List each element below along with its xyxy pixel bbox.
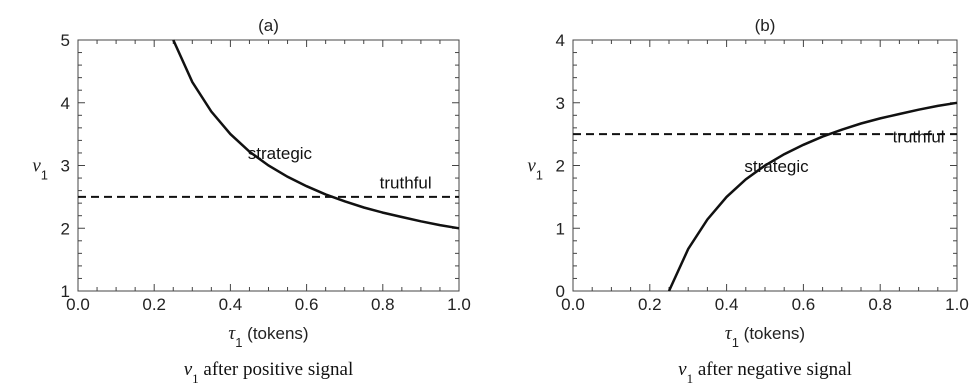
x-tick-label: 0.4 <box>715 295 739 314</box>
chart-panel-b: (b) 0.0 0.2 0.4 0.6 0.8 1.0 0 1 2 3 4 strategic truth… <box>527 16 968 383</box>
y-tick-label: 0 <box>556 282 565 301</box>
annotation-truthful: truthful <box>380 174 432 193</box>
x-tick-label: 0.0 <box>561 295 585 314</box>
y-tick-label: 3 <box>61 157 70 176</box>
x-tick-label: 1.0 <box>447 295 471 314</box>
x-tick-label: 1.0 <box>945 295 969 314</box>
panel-caption: v1 after negative signal <box>678 359 852 383</box>
y-axis-label: v1 <box>32 156 48 183</box>
x-tick-label: 0.2 <box>638 295 662 314</box>
x-tick-label: 0.8 <box>371 295 395 314</box>
chart-panel-a: (a) 0.0 0.2 0.4 0.6 0.8 1.0 1 2 3 4 5 strategic truth… <box>32 16 470 383</box>
panel-title: (a) <box>258 16 279 35</box>
x-tick-label: 0.6 <box>792 295 816 314</box>
y-tick-label: 5 <box>61 31 70 50</box>
y-tick-label: 2 <box>556 157 565 176</box>
annotation-truthful: truthful <box>893 127 945 146</box>
x-axis-label: τ1 (tokens) <box>725 323 805 350</box>
x-tick-label: 0.0 <box>66 295 90 314</box>
y-tick-label: 1 <box>556 219 565 238</box>
y-tick-label: 2 <box>61 219 70 238</box>
series-line-strategic <box>172 39 460 230</box>
x-axis-label: τ1 (tokens) <box>228 323 308 350</box>
y-tick-label: 3 <box>556 94 565 113</box>
annotation-strategic: strategic <box>744 157 809 176</box>
panel-caption: v1 after positive signal <box>184 359 354 383</box>
y-tick-label: 4 <box>556 31 565 50</box>
annotation-strategic: strategic <box>248 144 313 163</box>
y-tick-label: 4 <box>61 94 70 113</box>
x-tick-label: 0.8 <box>868 295 892 314</box>
x-tick-label: 0.2 <box>142 295 166 314</box>
x-tick-label: 0.6 <box>295 295 319 314</box>
y-axis-label: v1 <box>527 156 543 183</box>
y-tick-label: 1 <box>61 282 70 301</box>
series-line-strategic <box>667 101 958 292</box>
x-tick-label: 0.4 <box>219 295 243 314</box>
panel-title: (b) <box>755 16 776 35</box>
